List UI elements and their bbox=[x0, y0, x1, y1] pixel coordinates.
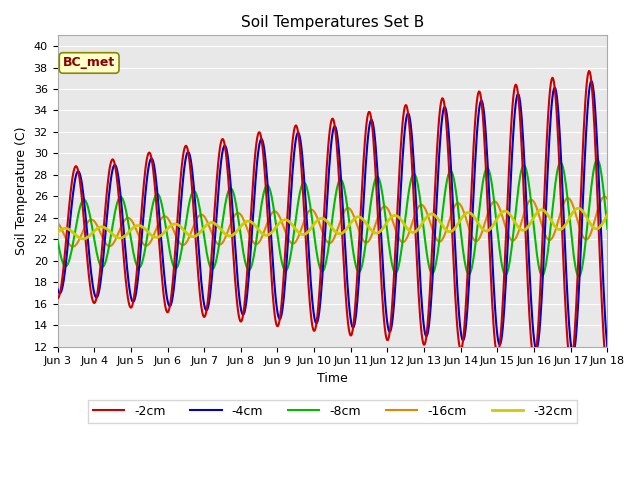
-16cm bbox=[600, 193, 608, 199]
-16cm bbox=[416, 202, 424, 208]
-4cm bbox=[120, 231, 128, 237]
Line: -8cm: -8cm bbox=[58, 160, 607, 276]
-16cm bbox=[54, 220, 61, 226]
-8cm bbox=[604, 226, 611, 232]
-8cm bbox=[54, 237, 61, 243]
Legend: -2cm, -4cm, -8cm, -16cm, -32cm: -2cm, -4cm, -8cm, -16cm, -32cm bbox=[88, 400, 577, 423]
-8cm bbox=[176, 256, 184, 262]
Line: -16cm: -16cm bbox=[58, 196, 607, 247]
-32cm bbox=[121, 233, 129, 239]
X-axis label: Time: Time bbox=[317, 372, 348, 385]
-2cm bbox=[120, 259, 128, 264]
-32cm bbox=[400, 221, 408, 227]
-32cm bbox=[79, 236, 86, 242]
Text: BC_met: BC_met bbox=[63, 57, 115, 70]
-2cm bbox=[399, 114, 407, 120]
-2cm bbox=[585, 68, 593, 74]
-4cm bbox=[604, 345, 611, 350]
-32cm bbox=[206, 220, 214, 226]
-8cm bbox=[594, 157, 602, 163]
Line: -2cm: -2cm bbox=[58, 71, 607, 368]
-8cm bbox=[575, 274, 583, 279]
-2cm bbox=[205, 287, 213, 292]
-2cm bbox=[415, 302, 423, 308]
-2cm bbox=[54, 296, 61, 301]
-4cm bbox=[176, 214, 184, 220]
-4cm bbox=[588, 78, 595, 84]
-32cm bbox=[63, 226, 71, 232]
-4cm bbox=[415, 260, 423, 266]
Line: -32cm: -32cm bbox=[58, 208, 607, 239]
-4cm bbox=[63, 245, 71, 251]
-4cm bbox=[569, 350, 577, 356]
Y-axis label: Soil Temperature (C): Soil Temperature (C) bbox=[15, 127, 28, 255]
-2cm bbox=[604, 365, 611, 371]
Line: -4cm: -4cm bbox=[58, 81, 607, 353]
-16cm bbox=[69, 244, 77, 250]
-16cm bbox=[206, 225, 214, 230]
-8cm bbox=[399, 233, 407, 239]
Title: Soil Temperatures Set B: Soil Temperatures Set B bbox=[241, 15, 424, 30]
-32cm bbox=[416, 224, 424, 229]
-32cm bbox=[54, 229, 61, 235]
-8cm bbox=[415, 191, 423, 196]
-16cm bbox=[177, 241, 184, 247]
-32cm bbox=[604, 212, 611, 217]
-16cm bbox=[604, 196, 611, 202]
-32cm bbox=[177, 224, 184, 230]
-2cm bbox=[176, 184, 184, 190]
-16cm bbox=[121, 217, 129, 223]
-8cm bbox=[205, 260, 213, 266]
-32cm bbox=[575, 205, 582, 211]
-4cm bbox=[399, 146, 407, 152]
-8cm bbox=[63, 262, 71, 267]
-16cm bbox=[400, 239, 408, 245]
-4cm bbox=[54, 286, 61, 292]
-2cm bbox=[63, 222, 71, 228]
-8cm bbox=[120, 200, 128, 205]
-4cm bbox=[205, 300, 213, 306]
-16cm bbox=[63, 239, 71, 244]
